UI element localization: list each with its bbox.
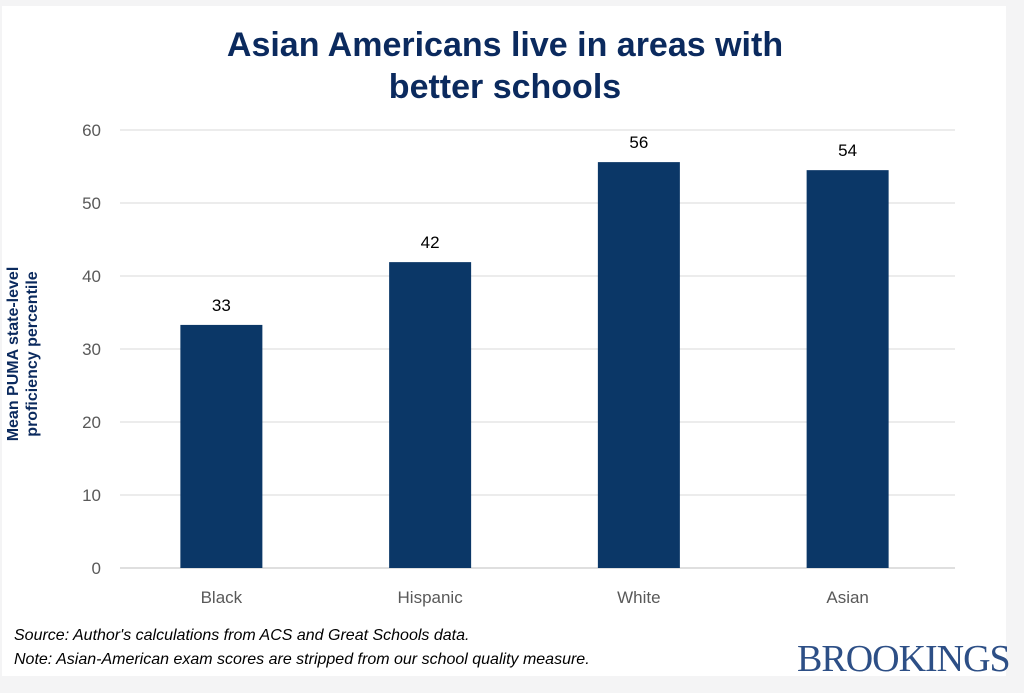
- brookings-logo: BROOKINGS: [797, 638, 1011, 680]
- chart-title: Asian Americans live in areas with bette…: [0, 24, 1010, 108]
- x-tick-label: Asian: [826, 588, 869, 607]
- bar-white: [597, 162, 680, 568]
- source-note: Source: Author's calculations from ACS a…: [14, 627, 470, 644]
- data-label: 33: [212, 296, 231, 315]
- bar-black: [180, 324, 263, 568]
- x-tick-label: Black: [201, 588, 243, 607]
- data-label: 42: [421, 233, 440, 252]
- x-tick-label: White: [617, 588, 660, 607]
- y-tick-label: 50: [82, 194, 101, 213]
- y-tick-label: 30: [82, 340, 101, 359]
- title-line-1: Asian Americans live in areas with: [226, 26, 784, 64]
- y-tick-label: 40: [82, 267, 101, 286]
- y-tick-label: 20: [82, 413, 101, 432]
- bar-asian: [806, 170, 889, 568]
- data-label: 54: [838, 141, 857, 160]
- y-tick-label: 10: [82, 486, 101, 505]
- y-tick-label: 0: [92, 559, 101, 578]
- y-tick-label: 60: [82, 121, 101, 140]
- title-line-2: better schools: [388, 68, 622, 106]
- x-tick-label: Hispanic: [398, 588, 464, 607]
- data-label: 56: [629, 133, 648, 152]
- methodology-note: Note: Asian-American exam scores are str…: [14, 651, 590, 668]
- bar-hispanic: [389, 262, 472, 568]
